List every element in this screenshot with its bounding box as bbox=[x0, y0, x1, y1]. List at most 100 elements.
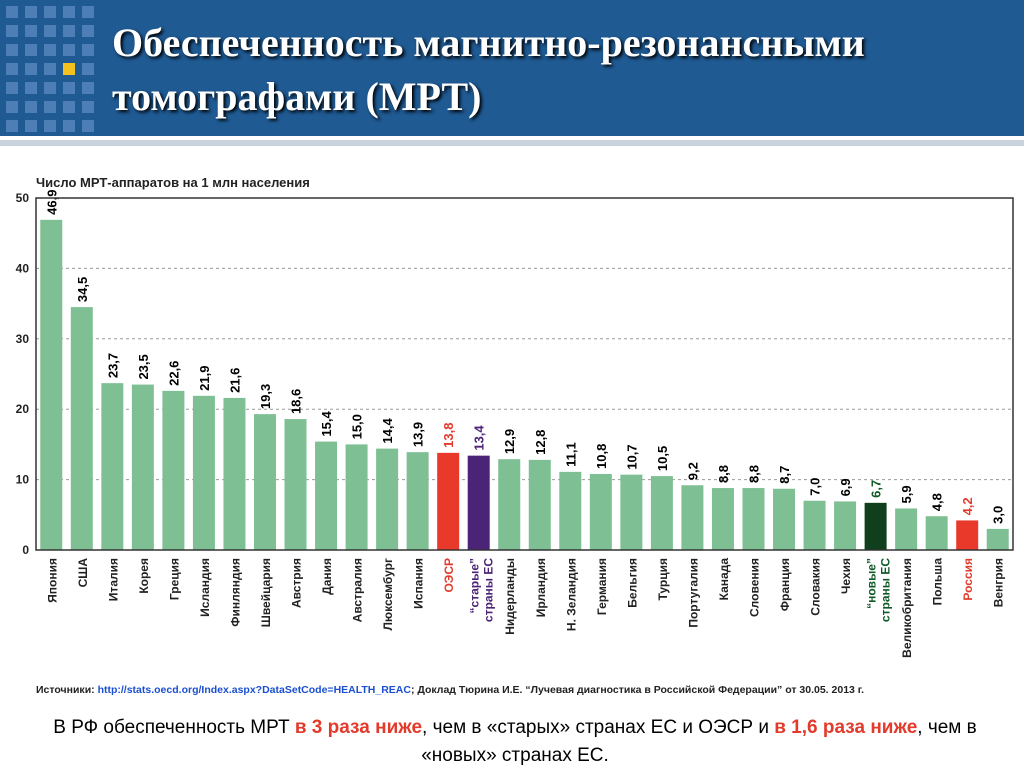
value-label: 9,2 bbox=[685, 462, 700, 480]
category-label: Канада bbox=[717, 558, 731, 601]
value-labels: 46,9 34,5 23,7 23,5 22,6 21,9 21,6 19,3 18,6 15,4… bbox=[44, 190, 1005, 524]
bar bbox=[559, 471, 582, 550]
bar bbox=[192, 395, 215, 550]
value-label: 23,5 bbox=[136, 354, 151, 379]
category-label: “старые”страны ЕС bbox=[468, 558, 496, 622]
bar bbox=[528, 459, 551, 550]
logo-square bbox=[63, 63, 75, 75]
logo-square bbox=[82, 82, 94, 94]
footer-text-3: , чем в «новых» странах ЕС. bbox=[421, 717, 977, 766]
logo-square bbox=[25, 6, 37, 18]
logo-square bbox=[25, 63, 37, 75]
logo-square bbox=[25, 25, 37, 37]
logo-square bbox=[63, 44, 75, 56]
y-tick-label: 20 bbox=[16, 402, 30, 416]
bar bbox=[406, 452, 429, 550]
value-label: 46,9 bbox=[44, 190, 59, 215]
bar bbox=[803, 500, 826, 550]
bar bbox=[773, 488, 796, 550]
logo-square bbox=[44, 25, 56, 37]
logo-square bbox=[44, 82, 56, 94]
category-label: США bbox=[76, 558, 90, 588]
logo-square bbox=[44, 44, 56, 56]
category-label: Польша bbox=[931, 558, 945, 606]
logo-square bbox=[6, 82, 18, 94]
logo-square bbox=[63, 101, 75, 113]
logo-square bbox=[82, 25, 94, 37]
value-label: 10,8 bbox=[594, 444, 609, 469]
bar bbox=[742, 488, 765, 550]
category-label: Австрия bbox=[290, 558, 304, 608]
category-label: Испания bbox=[412, 558, 426, 609]
title-line-2: томографами (МРТ) bbox=[112, 74, 482, 119]
category-label: Португалия bbox=[686, 558, 700, 628]
value-label: 8,8 bbox=[746, 465, 761, 483]
y-tick-label: 50 bbox=[16, 191, 30, 205]
value-label: 12,9 bbox=[502, 429, 517, 454]
bar bbox=[864, 502, 887, 550]
category-label: Н. Зеландия bbox=[564, 558, 578, 631]
value-label: 13,9 bbox=[411, 422, 426, 447]
category-label: Венгрия bbox=[992, 558, 1006, 607]
bar bbox=[101, 383, 124, 550]
bar bbox=[376, 448, 399, 550]
value-label: 13,4 bbox=[472, 425, 487, 451]
value-label: 3,0 bbox=[991, 506, 1006, 524]
plot-frame bbox=[35, 197, 1014, 551]
y-tick-label: 10 bbox=[16, 473, 30, 487]
source-prefix: Источники: bbox=[36, 684, 98, 696]
bar bbox=[315, 441, 338, 550]
bar bbox=[834, 501, 857, 550]
bar bbox=[681, 485, 704, 550]
value-label: 19,3 bbox=[258, 384, 273, 409]
footer-highlight-2: в 1,6 раза ниже bbox=[774, 717, 918, 738]
value-label: 5,9 bbox=[899, 485, 914, 503]
category-label: Ирландия bbox=[534, 558, 548, 617]
footer-text-1: В РФ обеспеченность МРТ bbox=[53, 717, 295, 738]
logo-square bbox=[63, 120, 75, 132]
logo-square bbox=[44, 101, 56, 113]
category-label: Великобритания bbox=[900, 558, 914, 658]
source-link[interactable]: http://stats.oecd.org/Index.aspx?DataSet… bbox=[98, 684, 412, 696]
logo-square bbox=[44, 6, 56, 18]
category-label: Исландия bbox=[198, 558, 212, 617]
value-label: 6,9 bbox=[838, 478, 853, 496]
value-label: 22,6 bbox=[166, 361, 181, 386]
logo-square bbox=[6, 63, 18, 75]
logo-square bbox=[25, 82, 37, 94]
mri-bar-chart: Число МРТ-аппаратов на 1 млн населения 0… bbox=[0, 150, 1024, 710]
logo-square bbox=[63, 6, 75, 18]
logo-square bbox=[25, 101, 37, 113]
bar bbox=[589, 473, 612, 550]
bar bbox=[223, 397, 246, 550]
logo-square bbox=[82, 101, 94, 113]
bar bbox=[70, 307, 93, 550]
bar bbox=[650, 476, 673, 550]
category-label: Италия bbox=[106, 558, 120, 601]
bar bbox=[895, 508, 918, 550]
bar bbox=[925, 516, 948, 550]
bar bbox=[620, 474, 643, 550]
bar bbox=[162, 390, 185, 550]
category-label: Турция bbox=[656, 558, 670, 600]
logo-square bbox=[63, 82, 75, 94]
category-label: Нидерланды bbox=[503, 558, 517, 635]
category-label: Германия bbox=[595, 558, 609, 615]
bar bbox=[253, 414, 276, 550]
category-label: Бельгия bbox=[625, 558, 639, 608]
source-line: Источники: http://stats.oecd.org/Index.a… bbox=[36, 684, 864, 696]
y-tick-label: 30 bbox=[16, 332, 30, 346]
value-label: 7,0 bbox=[808, 478, 823, 496]
logo-square bbox=[82, 44, 94, 56]
footer-text-2: , чем в «старых» странах ЕС и ОЭСР и bbox=[422, 717, 775, 738]
y-axis-ticks: 0 10 20 30 40 50 bbox=[16, 191, 30, 557]
value-label: 10,7 bbox=[624, 444, 639, 469]
value-label: 14,4 bbox=[380, 418, 395, 444]
logo-square bbox=[25, 120, 37, 132]
bar bbox=[711, 488, 734, 550]
category-label: Франция bbox=[778, 558, 792, 611]
category-label: Словакия bbox=[809, 558, 823, 616]
bars bbox=[40, 219, 1009, 550]
value-label: 10,5 bbox=[655, 446, 670, 471]
bar bbox=[498, 459, 521, 550]
